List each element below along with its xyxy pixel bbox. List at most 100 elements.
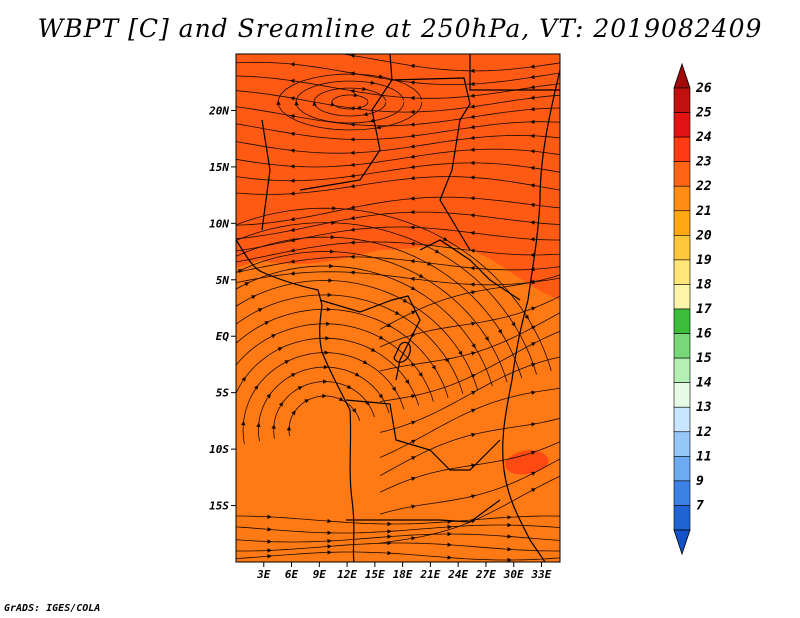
streamline-arrow [471,374,476,379]
streamline [236,337,420,406]
streamline-arrow [329,249,335,254]
colorbar-swatch [673,456,691,482]
wbpt-warm-patch [504,450,549,475]
streamline-arrow [330,101,335,107]
colorbar-swatch [673,161,691,187]
map-frame [235,53,561,563]
colorbar-label: 16 [696,327,712,342]
lat-tick-label: 20N [208,104,229,117]
colorbar-label: 20 [695,228,712,243]
streamline-arrow [387,534,392,539]
colorbar-swatch [673,112,691,138]
streamline-arrow [350,173,355,178]
streamline-arrow [484,336,489,342]
streamline-arrow [256,422,261,428]
streamline-arrow [470,147,475,152]
longitude-axis: 3E 6E 9E 12E 15E 18E 21E 24E 27E 30E 33E [256,562,552,581]
streamline-arrow [411,362,416,367]
streamline-arrow [322,393,327,399]
streamline-arrow [402,298,408,303]
streamline-arrow [165,412,169,417]
streamline-arrow [236,256,237,257]
streamline-arrow [410,241,415,246]
streamline-arrow [290,271,295,276]
streamline-arrow [291,373,296,378]
streamline [236,90,560,113]
streamline-arrow [531,280,536,285]
streamline-arrow [530,95,535,100]
streamline-arrow [471,432,476,438]
streamline-arrow [411,536,416,541]
streamline-arrow [530,220,535,225]
streamline-arrow [362,86,367,92]
streamline-arrow [267,514,272,519]
streamline-arrow [135,409,139,414]
streamline-arrow [356,105,362,110]
colorbar-label: 9 [696,474,704,489]
streamline-arrow [410,109,415,115]
streamline-arrow [370,80,376,85]
streamline-arrow [497,329,503,334]
colorbar-label: 19 [696,253,712,268]
streamline-arrow [350,205,355,210]
lon-tick-label: 27E [475,568,496,581]
colorbar-label: 14 [696,376,712,391]
streamline-arrow [410,259,415,264]
streamline-arrow [470,266,475,271]
streamlines [135,54,560,562]
streamline-arrow [470,81,475,87]
colorbar-swatch [673,235,691,261]
streamline [258,366,390,442]
streamline-arrow [267,554,272,559]
streamline-arrow [225,243,230,247]
streamline [236,176,560,195]
streamline [242,352,405,444]
streamline-arrow [410,154,415,159]
colorbar-label: 11 [696,449,712,464]
streamline-arrow [470,93,475,98]
streamline-arrow [531,306,536,311]
streamline-arrow [410,196,415,201]
colorbar-swatch [673,431,691,457]
border-line [389,77,471,251]
streamline-arrow [290,78,295,84]
streamline-arrow [350,71,355,76]
streamline-arrow [324,350,330,355]
streamline-arrow [218,230,223,234]
streamline-arrow [254,385,259,390]
colorbar-label: 17 [696,302,712,317]
lat-tick-label: 15S [209,500,229,513]
border-line [419,239,521,301]
streamline-arrow [354,372,360,377]
lon-tick-label: 21E [419,568,440,581]
streamline [236,251,508,383]
streamline-arrow [410,176,415,181]
streamline-arrow [470,135,475,140]
colorbar-swatch [673,406,691,433]
streamline-arrow [511,321,516,327]
colorbar-label: 23 [695,155,712,170]
streamline-arrow [507,522,512,528]
streamline-arrow [411,439,416,444]
streamline [236,265,493,387]
streamline [273,381,375,439]
streamline-arrow [326,307,332,312]
lon-tick-label: 30E [503,568,524,581]
colorbar-swatch [673,87,691,113]
streamline-arrow [237,269,243,274]
streamline-arrow [530,85,535,90]
streamline-arrow [350,137,355,142]
streamline-arrow [290,148,295,153]
streamline-arrow [350,89,355,94]
streamline-arrow [387,529,392,534]
streamline-arrow [378,393,383,399]
streamline-arrow [394,310,400,315]
streamline-arrow [167,326,171,331]
streamline-arrow [323,364,329,370]
streamline [236,61,560,85]
streamline-arrow [470,68,475,74]
streamline [236,134,560,154]
map-title: WBPT [C] and Sreamline at 250hPa, VT: 20… [37,14,763,43]
grads-credit: GrADS: IGES/COLA [4,603,101,614]
